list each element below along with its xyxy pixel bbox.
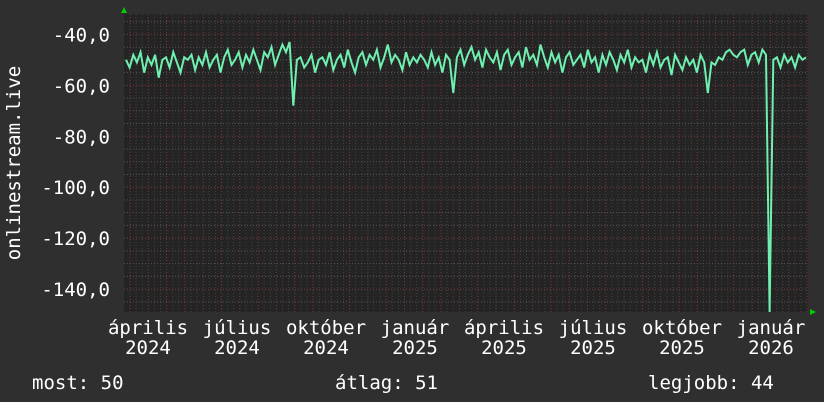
x-tick-year: 2025 (659, 337, 705, 359)
y-axis-arrow-icon (121, 7, 127, 13)
x-tick-label: január 2026 (737, 317, 806, 359)
x-tick-year: 2024 (214, 337, 260, 359)
x-tick-month: október (286, 317, 366, 339)
series-line (125, 41, 807, 313)
legend-average: átlag: 51 (335, 372, 438, 394)
x-tick-month: január (381, 317, 450, 339)
y-tick-label: -40,0 (53, 24, 110, 46)
x-tick-month: július (203, 317, 272, 339)
x-tick-year: 2026 (748, 337, 794, 359)
x-tick-label: július 2025 (559, 317, 628, 359)
x-tick-year: 2025 (481, 337, 527, 359)
y-tick-label: -80,0 (53, 126, 110, 148)
x-tick-month: július (559, 317, 628, 339)
y-tick-label: -60,0 (53, 75, 110, 97)
x-tick-label: július 2024 (203, 317, 272, 359)
legend-current: most: 50 (32, 372, 124, 394)
x-tick-year: 2025 (392, 337, 438, 359)
x-tick-label: április 2024 (108, 317, 188, 359)
x-tick-label: április 2025 (464, 317, 544, 359)
x-tick-label: október 2024 (286, 317, 366, 359)
legend-best: legjobb: 44 (648, 372, 774, 394)
x-tick-year: 2024 (125, 337, 171, 359)
x-tick-month: október (642, 317, 722, 339)
y-tick-label: -120,0 (41, 228, 110, 250)
x-axis-arrow-icon (810, 309, 816, 315)
x-tick-label: október 2025 (642, 317, 722, 359)
x-tick-month: április (108, 317, 188, 339)
x-tick-month: április (464, 317, 544, 339)
y-axis-label: onlinestream.live (3, 66, 25, 260)
x-tick-label: január 2025 (381, 317, 450, 359)
y-tick-label: -140,0 (41, 279, 110, 301)
y-axis: -40,0 -60,0 -80,0 -100,0 -120,0 -140,0 (41, 24, 110, 301)
x-tick-year: 2025 (570, 337, 616, 359)
x-tick-month: január (737, 317, 806, 339)
x-tick-year: 2024 (303, 337, 349, 359)
y-tick-label: -100,0 (41, 177, 110, 199)
